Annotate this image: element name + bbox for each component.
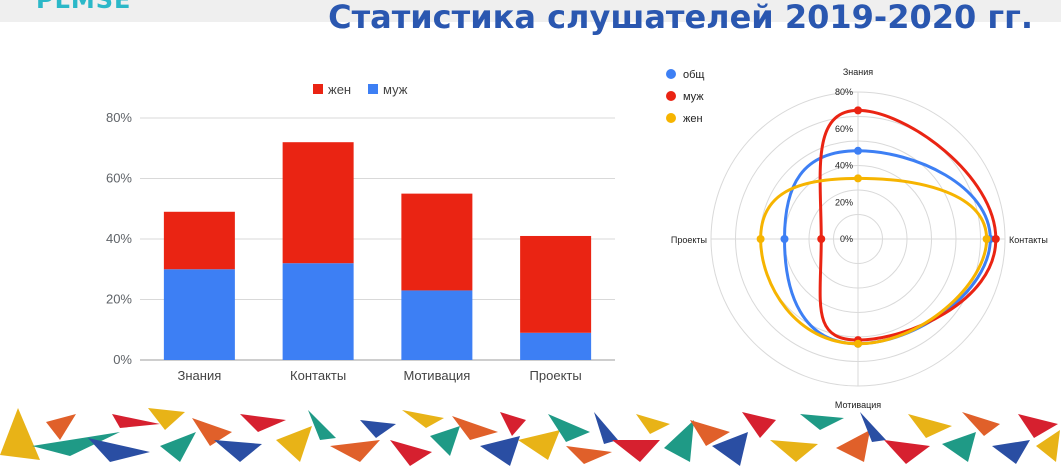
- logo-text: PLMSE: [36, 0, 132, 14]
- confetti-shard: [46, 414, 76, 440]
- bar-segment-female: [163, 211, 235, 270]
- y-tick-label: 20%: [106, 292, 132, 307]
- confetti-shard: [908, 414, 952, 438]
- radial-tick-label: 40%: [835, 161, 853, 171]
- bar-segment-male: [401, 290, 473, 360]
- radar-axis-label: Контакты: [1009, 235, 1048, 245]
- radar-point-female: [756, 235, 765, 243]
- legend-swatch: [368, 84, 378, 94]
- confetti-shard: [800, 414, 844, 430]
- confetti-shard: [1018, 414, 1058, 438]
- confetti-shard: [430, 426, 460, 456]
- radar-legend-swatch: [666, 69, 676, 79]
- confetti-shard: [88, 438, 150, 462]
- y-tick-label: 60%: [106, 171, 132, 186]
- confetti-shard: [240, 414, 286, 432]
- confetti-shard: [500, 412, 526, 436]
- radar-point-total: [780, 235, 789, 243]
- radial-tick-label: 80%: [835, 87, 853, 97]
- y-tick-label: 80%: [106, 110, 132, 125]
- radar-axis-label: Знания: [843, 67, 873, 77]
- bar-segment-female: [401, 193, 473, 291]
- confetti-shard: [330, 440, 380, 462]
- confetti-shard: [594, 412, 618, 444]
- confetti-shard: [308, 410, 336, 440]
- x-tick-label: Контакты: [290, 368, 346, 383]
- confetti-shard: [566, 446, 612, 464]
- confetti-shard: [480, 436, 520, 466]
- y-tick-label: 40%: [106, 231, 132, 246]
- confetti-shard: [148, 408, 185, 430]
- confetti-shard: [390, 440, 432, 466]
- confetti-shard: [214, 440, 262, 462]
- radar-point-female: [982, 235, 991, 243]
- confetti-shard: [636, 414, 670, 434]
- y-tick-label: 0%: [113, 352, 132, 367]
- confetti-shard: [836, 430, 870, 462]
- x-tick-label: Знания: [178, 368, 222, 383]
- confetti-shard: [612, 440, 660, 462]
- radar-chart: 0% 20% 40% 60% 80% Знания Контакты Мотивация Про…: [666, 67, 1048, 410]
- radar-legend-label: общ: [683, 69, 704, 81]
- radar-axis-label: Проекты: [671, 235, 707, 245]
- radar-point-male: [854, 106, 862, 115]
- confetti-shard: [884, 440, 930, 464]
- confetti-shard: [770, 440, 818, 462]
- confetti-shard: [32, 432, 120, 456]
- confetti-shard: [992, 440, 1030, 464]
- confetti-shard: [860, 412, 886, 442]
- confetti-shard: [112, 414, 160, 428]
- confetti-shard: [712, 432, 748, 466]
- legend-swatch: [313, 84, 323, 94]
- bar-segment-male: [282, 263, 354, 360]
- radial-tick-label: 60%: [835, 124, 853, 134]
- radar-legend-swatch: [666, 113, 676, 123]
- radial-tick-label: 0%: [840, 234, 853, 244]
- radar-legend-label: муж: [683, 91, 704, 103]
- radar-point-total: [854, 146, 862, 155]
- radar-axis-label: Мотивация: [835, 400, 881, 410]
- radar-point-female: [854, 174, 862, 183]
- radar-legend-label: жен: [683, 113, 703, 125]
- stacked-bar-chart: 0% 20% 40% 60% 80% Знания Контакты Мотивация Про…: [106, 82, 615, 383]
- confetti-shard: [1036, 430, 1060, 462]
- radial-tick-label: 20%: [835, 197, 853, 207]
- confetti-shard: [664, 420, 694, 462]
- bar-segment-male: [520, 332, 592, 360]
- header-band: [0, 0, 1061, 22]
- bar-segment-male: [163, 269, 235, 360]
- confetti-shard: [690, 420, 730, 446]
- radar-legend-swatch: [666, 91, 676, 101]
- radar-point-female: [854, 339, 862, 348]
- confetti-shard: [962, 412, 1000, 436]
- confetti-shard: [402, 410, 444, 428]
- confetti-shard: [276, 426, 312, 462]
- confetti-shard: [192, 418, 232, 446]
- x-tick-label: Мотивация: [403, 368, 470, 383]
- confetti-shard: [360, 420, 396, 438]
- x-tick-label: Проекты: [530, 368, 582, 383]
- confetti-shard: [548, 414, 590, 442]
- confetti-shard: [452, 416, 498, 440]
- confetti-shard: [942, 432, 976, 462]
- page-title: Статистика слушателей 2019-2020 гг.: [328, 0, 1033, 36]
- legend-label: муж: [383, 82, 408, 97]
- radar-series-line-male: [818, 108, 998, 342]
- bar-segment-female: [520, 235, 592, 333]
- legend-label: жен: [328, 82, 351, 97]
- confetti-shard: [742, 412, 776, 438]
- confetti-shard: [0, 408, 40, 460]
- bar-segment-female: [282, 142, 354, 264]
- radar-point-male: [991, 235, 1000, 243]
- confetti-shard: [160, 432, 196, 462]
- radar-point-male: [817, 235, 826, 243]
- confetti-shard: [518, 430, 560, 460]
